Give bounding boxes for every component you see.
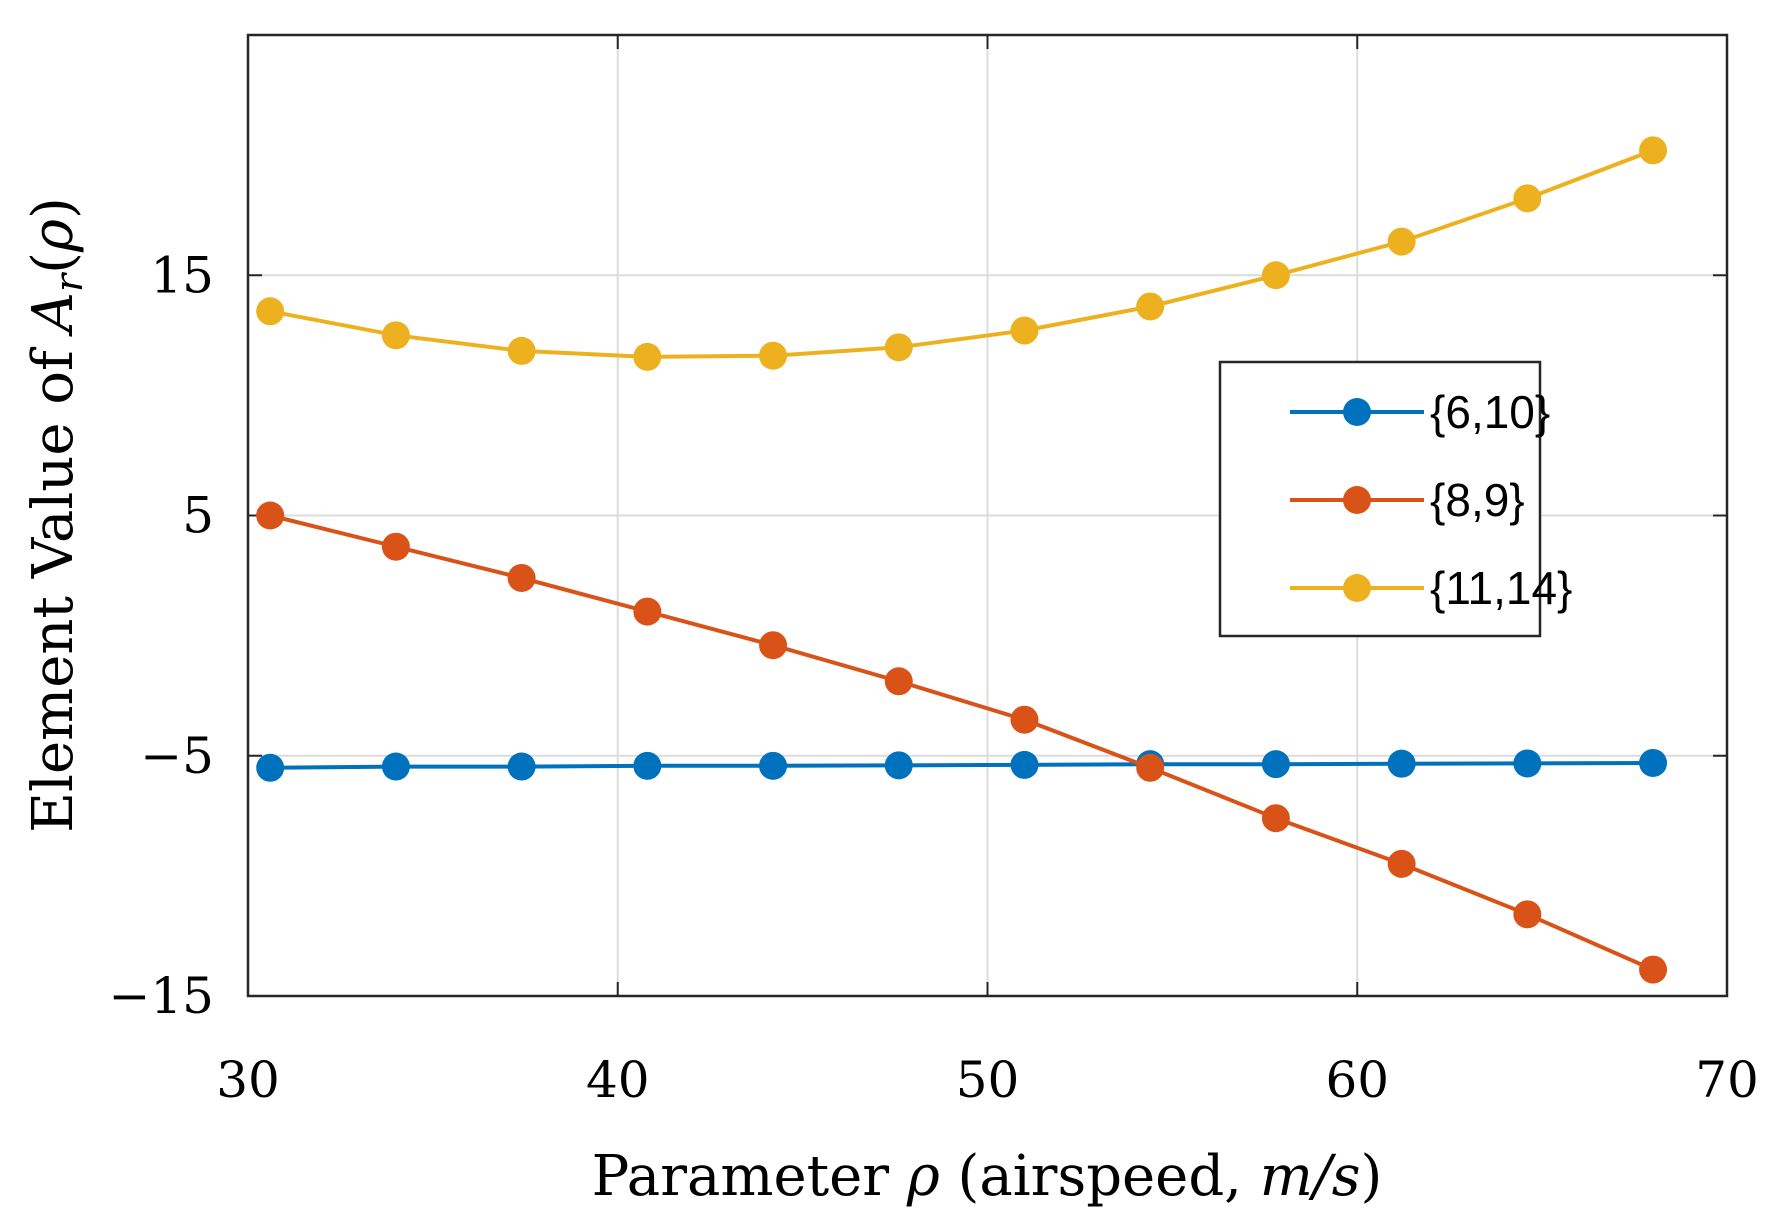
data-point	[1513, 900, 1542, 929]
data-point	[1261, 804, 1290, 833]
x-axis-label-main: Parameter	[592, 1144, 907, 1209]
data-point	[381, 321, 410, 350]
y-axis-label-A: A	[21, 292, 86, 337]
plot-frame	[246, 33, 1729, 998]
legend-label: {11,14}	[1430, 562, 1572, 614]
data-point	[1387, 849, 1416, 878]
legend-item: {8,9}	[1290, 474, 1525, 526]
y-tick-label: 5	[182, 487, 214, 545]
legend-item: {6,10}	[1290, 386, 1550, 438]
legend-marker	[1343, 398, 1371, 426]
data-point	[381, 532, 410, 561]
data-point	[1010, 750, 1039, 779]
y-tick-labels: −15 −5 5 15	[108, 246, 214, 1025]
data-point	[1387, 749, 1416, 778]
legend: {6,10} {8,9} {11,14}	[1218, 360, 1572, 638]
y-tick-label: −15	[108, 967, 214, 1025]
y-tick-label: −5	[140, 727, 214, 785]
legend-marker	[1343, 486, 1371, 514]
data-point	[1261, 750, 1290, 779]
legend-item: {11,14}	[1290, 562, 1572, 614]
series-line	[270, 761, 1654, 770]
data-point	[1639, 748, 1668, 777]
data-point	[1387, 227, 1416, 256]
x-axis-label-rest: (airspeed,	[940, 1144, 1260, 1209]
data-point	[759, 341, 788, 370]
data-point	[381, 752, 410, 781]
legend-marker	[1343, 574, 1371, 602]
data-point	[884, 751, 913, 780]
data-point	[759, 751, 788, 780]
x-tick-label: 60	[1325, 1051, 1389, 1109]
data-point	[1513, 749, 1542, 778]
legend-items: {6,10} {8,9} {11,14}	[1290, 386, 1572, 614]
data-point	[1639, 955, 1668, 984]
data-point	[1010, 705, 1039, 734]
data-point	[633, 342, 662, 371]
x-tick-labels: 30 40 50 60 70	[216, 1051, 1759, 1109]
data-point	[507, 563, 536, 592]
x-tick-label: 40	[586, 1051, 650, 1109]
series-2	[256, 501, 1668, 984]
data-point	[884, 333, 913, 362]
x-axis-label-close: )	[1360, 1144, 1382, 1209]
data-point	[507, 336, 536, 365]
data-point	[1639, 136, 1668, 165]
series-line	[269, 148, 1654, 359]
x-tick-label: 70	[1695, 1051, 1759, 1109]
data-point	[1136, 753, 1165, 782]
series-lines	[256, 136, 1668, 984]
data-point	[256, 753, 285, 782]
x-tick-label: 50	[956, 1051, 1020, 1109]
data-point	[884, 667, 913, 696]
x-axis-label-symbol: ρ	[906, 1144, 940, 1209]
y-axis-label-symbol: ρ	[21, 219, 86, 253]
data-point	[1010, 316, 1039, 345]
data-point	[759, 631, 788, 660]
y-axis-label-main: Element Value of	[21, 332, 86, 832]
y-axis-label-open: (	[21, 252, 86, 274]
legend-label: {8,9}	[1430, 474, 1525, 526]
legend-label: {6,10}	[1430, 386, 1550, 438]
y-axis-label-close: )	[21, 197, 86, 219]
data-point	[633, 751, 662, 780]
x-axis-label-unit: m/s	[1260, 1144, 1361, 1209]
data-point	[1136, 292, 1165, 321]
y-axis-label-sub: r	[47, 271, 91, 292]
data-point	[1513, 184, 1542, 213]
series-line	[269, 513, 1654, 972]
y-tick-label: 15	[150, 246, 214, 304]
series-3	[256, 136, 1668, 371]
x-tick-label: 30	[216, 1051, 280, 1109]
data-point	[256, 297, 285, 326]
data-point	[1261, 261, 1290, 290]
y-axis-label: Element Value of Ar(ρ)	[21, 197, 91, 833]
data-point	[633, 597, 662, 626]
data-point	[256, 501, 285, 530]
data-point	[507, 752, 536, 781]
x-axis-label: Parameter ρ (airspeed, m/s)	[592, 1144, 1383, 1209]
